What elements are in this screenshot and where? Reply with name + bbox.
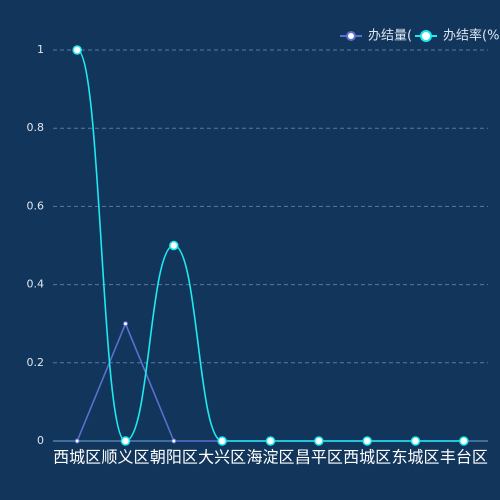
y-tick-label: 1: [37, 43, 44, 56]
point: [169, 240, 179, 251]
y-tick-label: 0.2: [27, 356, 45, 369]
x-tick-label: 海淀区: [246, 448, 294, 467]
legend-label: 办结量(: [368, 29, 412, 44]
point: [410, 436, 421, 446]
point: [74, 438, 80, 444]
point: [123, 321, 128, 327]
x-tick-label: 丰台区: [440, 448, 488, 467]
y-tick-label: 0.6: [27, 199, 45, 212]
series-line: [76, 321, 464, 442]
point: [72, 45, 82, 55]
x-tick-label: 东城区: [391, 448, 439, 467]
series-line: [76, 49, 464, 442]
point: [171, 438, 177, 444]
legend-marker: [420, 30, 432, 42]
point: [459, 436, 469, 446]
point: [120, 436, 131, 446]
point: [265, 436, 276, 446]
legend-label: 办结率(%: [443, 28, 499, 44]
y-tick-label: 0.8: [27, 121, 45, 134]
x-tick-label: 顺义区: [101, 448, 149, 467]
x-tick-label: 大兴区: [198, 448, 246, 467]
x-tick-label: 朝阳区: [150, 448, 198, 467]
point: [217, 436, 227, 446]
y-tick-label: 0.4: [27, 278, 45, 291]
x-tick-label: 西城区: [343, 448, 391, 467]
x-tick-label: 西城区: [53, 448, 101, 467]
y-tick-label: 0: [37, 434, 44, 447]
x-tick-label: 昌平区: [295, 448, 343, 467]
legend-marker: [346, 31, 356, 41]
point: [314, 436, 324, 446]
point: [362, 436, 372, 446]
